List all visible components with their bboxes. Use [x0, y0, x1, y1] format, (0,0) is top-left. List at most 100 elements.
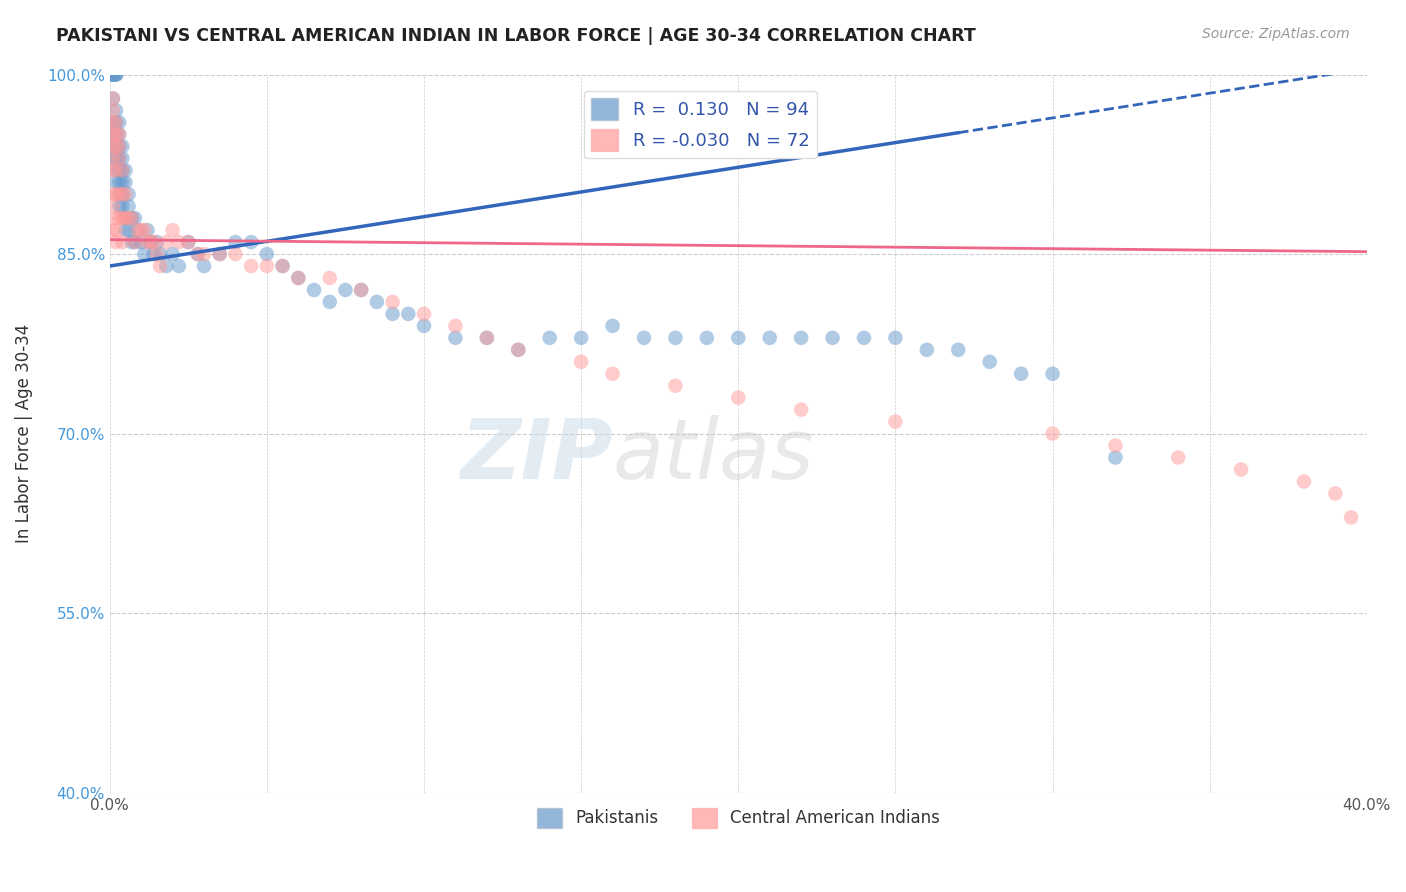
- Point: [1292, 475, 1315, 489]
- Point: [319, 271, 342, 285]
- Point: [790, 331, 813, 345]
- Point: [105, 68, 128, 82]
- Point: [105, 235, 128, 249]
- Point: [853, 331, 876, 345]
- Point: [256, 259, 278, 273]
- Point: [114, 163, 136, 178]
- Point: [1042, 367, 1064, 381]
- Point: [111, 199, 134, 213]
- Point: [224, 247, 246, 261]
- Point: [177, 235, 200, 249]
- Point: [177, 235, 200, 249]
- Point: [821, 331, 844, 345]
- Text: atlas: atlas: [613, 415, 814, 496]
- Point: [155, 259, 177, 273]
- Point: [101, 68, 124, 82]
- Point: [508, 343, 530, 357]
- Point: [105, 163, 128, 178]
- Point: [444, 331, 467, 345]
- Point: [208, 247, 231, 261]
- Point: [114, 211, 136, 226]
- Point: [187, 247, 209, 261]
- Point: [111, 163, 134, 178]
- Point: [114, 175, 136, 189]
- Point: [105, 103, 128, 118]
- Point: [287, 271, 309, 285]
- Point: [790, 402, 813, 417]
- Point: [108, 115, 131, 129]
- Point: [101, 187, 124, 202]
- Point: [569, 355, 592, 369]
- Point: [108, 128, 131, 142]
- Point: [1104, 450, 1126, 465]
- Point: [101, 68, 124, 82]
- Point: [224, 235, 246, 249]
- Point: [124, 235, 146, 249]
- Point: [136, 223, 159, 237]
- Point: [664, 331, 686, 345]
- Point: [105, 115, 128, 129]
- Point: [381, 294, 404, 309]
- Point: [350, 283, 373, 297]
- Point: [124, 235, 146, 249]
- Point: [127, 223, 149, 237]
- Point: [413, 318, 436, 333]
- Point: [139, 235, 162, 249]
- Point: [114, 223, 136, 237]
- Point: [727, 391, 749, 405]
- Point: [240, 235, 263, 249]
- Point: [167, 235, 190, 249]
- Point: [101, 103, 124, 118]
- Point: [167, 259, 190, 273]
- Point: [1010, 367, 1032, 381]
- Point: [101, 68, 124, 82]
- Point: [111, 163, 134, 178]
- Point: [633, 331, 655, 345]
- Point: [475, 331, 498, 345]
- Point: [101, 151, 124, 165]
- Point: [108, 128, 131, 142]
- Point: [602, 318, 624, 333]
- Point: [117, 187, 139, 202]
- Point: [444, 318, 467, 333]
- Point: [121, 211, 143, 226]
- Point: [287, 271, 309, 285]
- Point: [134, 247, 156, 261]
- Point: [108, 151, 131, 165]
- Point: [124, 211, 146, 226]
- Point: [101, 128, 124, 142]
- Point: [1340, 510, 1362, 524]
- Point: [335, 283, 357, 297]
- Point: [134, 223, 156, 237]
- Point: [105, 223, 128, 237]
- Point: [117, 223, 139, 237]
- Point: [101, 223, 124, 237]
- Point: [105, 68, 128, 82]
- Point: [108, 199, 131, 213]
- Point: [101, 91, 124, 105]
- Point: [319, 294, 342, 309]
- Point: [146, 247, 169, 261]
- Point: [271, 259, 294, 273]
- Point: [884, 415, 907, 429]
- Point: [108, 139, 131, 153]
- Point: [101, 128, 124, 142]
- Point: [1324, 486, 1347, 500]
- Point: [105, 151, 128, 165]
- Point: [193, 247, 215, 261]
- Point: [240, 259, 263, 273]
- Point: [1104, 439, 1126, 453]
- Point: [187, 247, 209, 261]
- Point: [111, 187, 134, 202]
- Point: [538, 331, 561, 345]
- Point: [129, 235, 152, 249]
- Text: Source: ZipAtlas.com: Source: ZipAtlas.com: [1202, 27, 1350, 41]
- Point: [129, 223, 152, 237]
- Point: [108, 139, 131, 153]
- Point: [105, 211, 128, 226]
- Point: [149, 247, 172, 261]
- Point: [475, 331, 498, 345]
- Point: [162, 223, 184, 237]
- Point: [366, 294, 388, 309]
- Point: [111, 235, 134, 249]
